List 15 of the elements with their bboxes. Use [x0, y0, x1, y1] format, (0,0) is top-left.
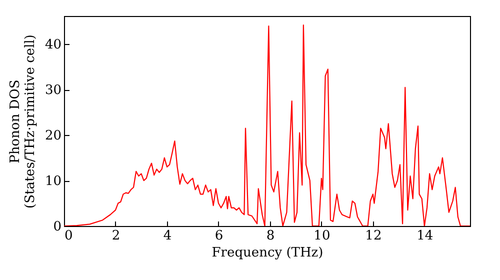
line-series	[64, 24, 470, 226]
x-tick-label: 14	[416, 228, 434, 244]
x-tick-label: 10	[314, 228, 330, 244]
x-tick-label: 8	[266, 228, 275, 244]
x-tick-label: 4	[163, 228, 172, 244]
y-axis-title: Phonon DOS (States/THz·primitive cell)	[8, 34, 38, 209]
y-tick-label: 30	[44, 83, 62, 98]
x-tick-label: 12	[365, 228, 382, 244]
y-tick-label: 10	[44, 174, 62, 190]
x-tick-label: 0	[64, 228, 73, 244]
y-tick-label: 20	[44, 128, 62, 144]
x-tick-label: 6	[214, 228, 224, 244]
y-tick-label: 40	[44, 38, 62, 53]
x-tick-label: 2	[112, 228, 120, 244]
x-axis-title: Frequency (THz)	[212, 246, 324, 260]
